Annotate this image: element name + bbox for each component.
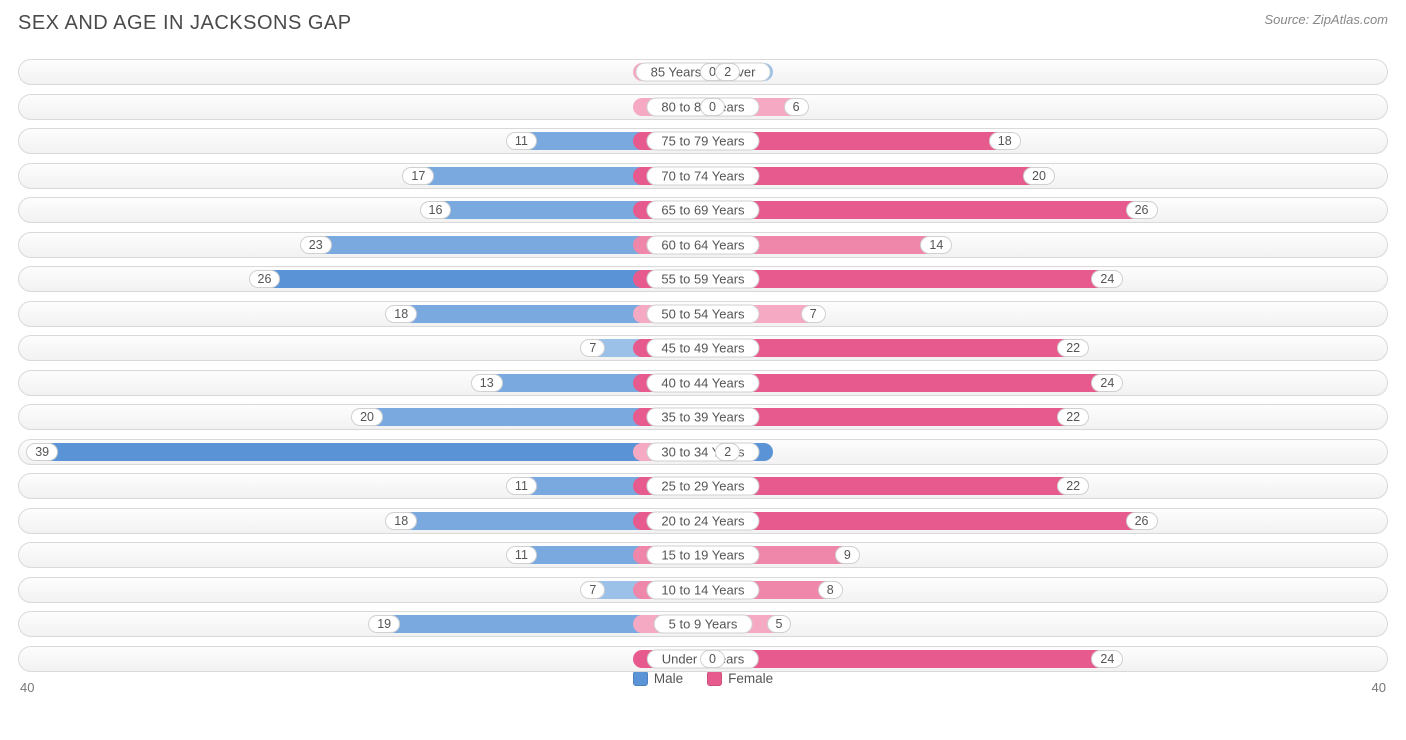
age-label: 70 to 74 Years [646, 166, 759, 185]
age-label: 25 to 29 Years [646, 477, 759, 496]
male-value: 18 [385, 305, 417, 323]
female-value: 2 [715, 63, 740, 81]
axis-right-max: 40 [1372, 680, 1386, 695]
chart-header: SEX AND AGE IN JACKSONS GAP Source: ZipA… [18, 12, 1388, 35]
female-value: 14 [920, 236, 952, 254]
male-value: 13 [471, 374, 503, 392]
age-label: 35 to 39 Years [646, 408, 759, 427]
age-row: 0285 Years and over [18, 59, 1388, 85]
legend-male: Male [633, 671, 683, 686]
male-value: 23 [300, 236, 332, 254]
age-row: 16 26 65 to 69 Years [18, 197, 1388, 223]
male-value: 0 [700, 650, 725, 668]
female-value: 22 [1057, 339, 1089, 357]
age-row: 13 24 40 to 44 Years [18, 370, 1388, 396]
age-label: 55 to 59 Years [646, 270, 759, 289]
female-value: 20 [1023, 167, 1055, 185]
female-value: 26 [1126, 201, 1158, 219]
legend-female-label: Female [728, 671, 773, 686]
axis-left-max: 40 [20, 680, 34, 695]
age-row: 17 20 70 to 74 Years [18, 163, 1388, 189]
female-value: 8 [818, 581, 843, 599]
age-row: 7 22 45 to 49 Years [18, 335, 1388, 361]
pyramid-chart: 0285 Years and over0680 to 84 Years11187… [18, 59, 1388, 672]
age-row: 23 14 60 to 64 Years [18, 232, 1388, 258]
female-value: 22 [1057, 408, 1089, 426]
legend-female: Female [707, 671, 773, 686]
age-row: 7 8 10 to 14 Years [18, 577, 1388, 603]
chart-title: SEX AND AGE IN JACKSONS GAP [18, 12, 352, 35]
female-value: 2 [715, 443, 740, 461]
female-swatch-icon [707, 671, 722, 686]
male-value: 39 [26, 443, 58, 461]
male-value: 16 [420, 201, 452, 219]
female-value: 24 [1091, 374, 1123, 392]
male-value: 11 [506, 132, 537, 150]
age-label: 45 to 49 Years [646, 339, 759, 358]
male-value: 7 [580, 581, 605, 599]
male-swatch-icon [633, 671, 648, 686]
male-value: 0 [700, 98, 725, 116]
age-label: 60 to 64 Years [646, 235, 759, 254]
female-value: 5 [767, 615, 792, 633]
age-label: 10 to 14 Years [646, 580, 759, 599]
age-row: 0680 to 84 Years [18, 94, 1388, 120]
male-value: 20 [351, 408, 383, 426]
axis-row: 40 Male Female 40 [18, 680, 1388, 695]
male-value: 17 [402, 167, 434, 185]
age-label: 20 to 24 Years [646, 511, 759, 530]
female-value: 6 [784, 98, 809, 116]
age-row: 20 22 35 to 39 Years [18, 404, 1388, 430]
age-row: 18 26 20 to 24 Years [18, 508, 1388, 534]
age-label: 65 to 69 Years [646, 201, 759, 220]
female-value: 24 [1091, 650, 1123, 668]
female-value: 26 [1126, 512, 1158, 530]
male-value: 19 [368, 615, 400, 633]
age-label: 15 to 19 Years [646, 546, 759, 565]
male-value: 11 [506, 477, 537, 495]
age-row: 024Under 5 Years [18, 646, 1388, 672]
female-value: 22 [1057, 477, 1089, 495]
legend-male-label: Male [654, 671, 683, 686]
age-label: 30 to 34 Years [646, 442, 759, 461]
female-value: 7 [801, 305, 826, 323]
male-value: 26 [249, 270, 281, 288]
age-row: 19 5 5 to 9 Years [18, 611, 1388, 637]
chart-source: Source: ZipAtlas.com [1264, 12, 1388, 27]
age-row: 11 18 75 to 79 Years [18, 128, 1388, 154]
age-row: 26 24 55 to 59 Years [18, 266, 1388, 292]
female-value: 9 [835, 546, 860, 564]
age-row: 39 230 to 34 Years [18, 439, 1388, 465]
female-value: 24 [1091, 270, 1123, 288]
age-row: 11 22 25 to 29 Years [18, 473, 1388, 499]
age-label: 40 to 44 Years [646, 373, 759, 392]
age-label: 50 to 54 Years [646, 304, 759, 323]
age-label: 5 to 9 Years [654, 615, 753, 634]
age-label: 75 to 79 Years [646, 132, 759, 151]
age-row: 18 7 50 to 54 Years [18, 301, 1388, 327]
male-value: 11 [506, 546, 537, 564]
age-row: 11 9 15 to 19 Years [18, 542, 1388, 568]
female-value: 18 [989, 132, 1021, 150]
male-value: 18 [385, 512, 417, 530]
male-value: 7 [580, 339, 605, 357]
